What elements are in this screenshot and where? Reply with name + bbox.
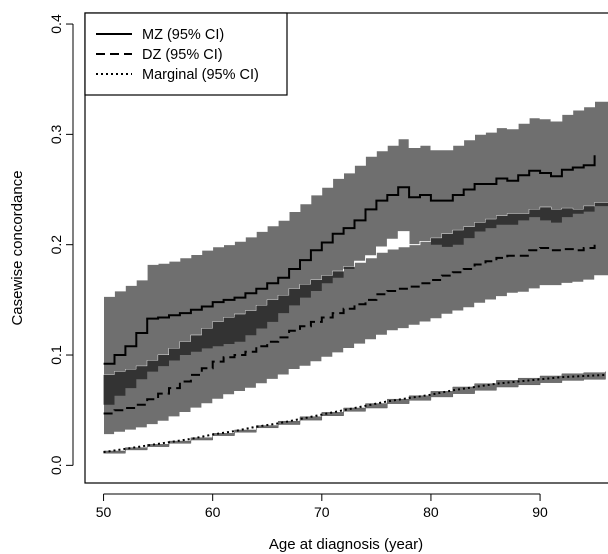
x-tick-label: 50 — [96, 504, 112, 520]
x-axis: 50 60 70 80 90 — [96, 493, 548, 520]
x-tick-label: 90 — [532, 504, 548, 520]
x-axis-title: Age at diagnosis (year) — [269, 536, 423, 553]
legend-label-marginal: Marginal (95% CI) — [142, 67, 259, 83]
y-tick-label: 0.1 — [48, 345, 64, 365]
series-line-mz — [103, 155, 596, 365]
y-tick-label: 0.3 — [48, 124, 64, 144]
y-tick-label: 0.4 — [48, 14, 64, 34]
series-line-dz — [103, 244, 596, 415]
y-axis-title: Casewise concordance — [9, 170, 26, 325]
x-tick-label: 70 — [314, 504, 330, 520]
legend-label-dz: DZ (95% CI) — [142, 47, 223, 63]
plot-frame — [84, 12, 608, 484]
legend-label-mz: MZ (95% CI) — [142, 27, 224, 43]
series-lines — [103, 155, 606, 454]
y-tick-label: 0.0 — [48, 455, 64, 475]
x-tick-label: 80 — [423, 504, 439, 520]
y-tick-label: 0.2 — [48, 235, 64, 255]
confidence-bands — [103, 100, 608, 454]
y-axis: 0.0 0.1 0.2 0.3 0.4 — [48, 14, 74, 475]
x-tick-label: 60 — [205, 504, 221, 520]
legend: MZ (95% CI) DZ (95% CI) Marginal (95% CI… — [84, 12, 288, 96]
